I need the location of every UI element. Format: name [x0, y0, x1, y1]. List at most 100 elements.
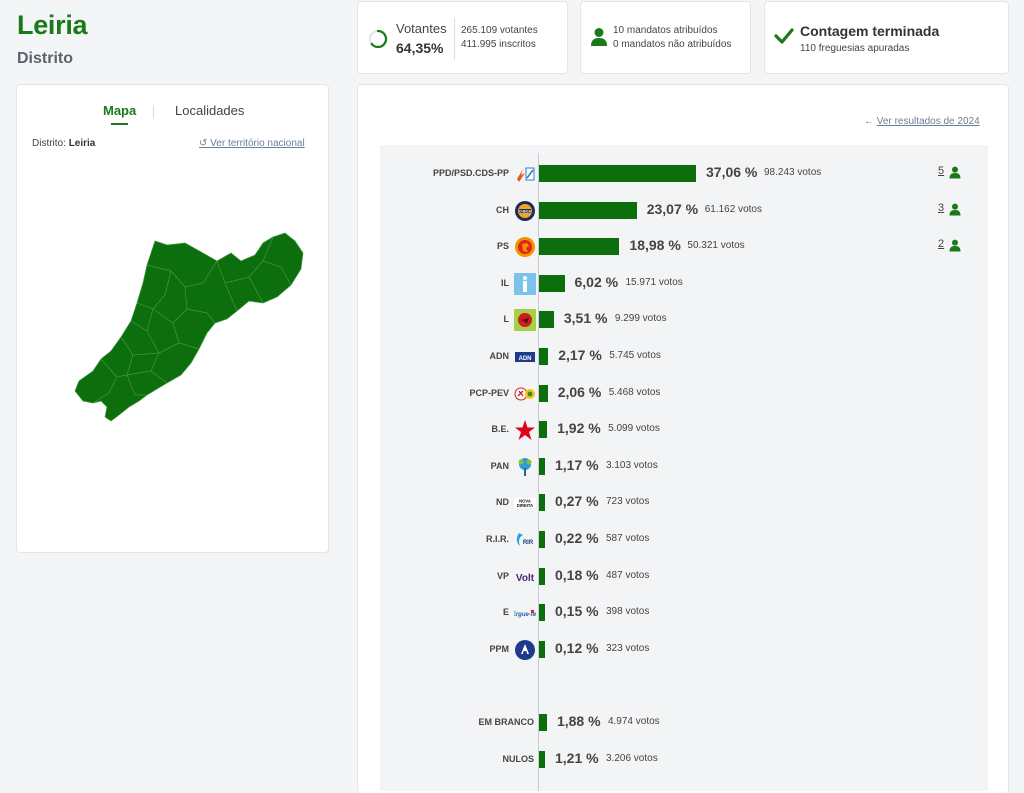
vote-bar [539, 494, 545, 512]
map-municipality-borders [92, 236, 292, 404]
volt-logo: Volt [514, 566, 536, 588]
vote-percentage: 1,21 % [555, 749, 599, 766]
party-row: EM BRANCO 1,88 % 4.974 votos [380, 709, 988, 739]
previous-results-link[interactable]: ← Ver resultados de 2024 [864, 116, 980, 127]
vote-count: 398 votos [606, 606, 650, 618]
results-chart: PPD/PSD.CDS-PP 37,06 % 98.243 votos 5 CH CHEG… [380, 145, 988, 791]
vote-bar [539, 567, 545, 585]
party-name: R.I.R. [485, 534, 509, 544]
person-icon [949, 203, 961, 216]
vote-count: 323 votos [606, 642, 650, 654]
party-row: PS 18,98 % 50.321 votos 2 [380, 233, 988, 263]
party-row: E Ergue-te 0,15 % 398 votos [380, 599, 988, 629]
inscritos-count: 411.995 inscritos [461, 39, 536, 50]
ergue-te-logo: Ergue-te [512, 602, 537, 624]
vote-count: 4.974 votos [607, 716, 660, 727]
vote-percentage: 1,17 % [555, 456, 599, 473]
vote-percentage: 0,12 % [555, 639, 599, 656]
vote-bar [539, 274, 565, 292]
seats-link[interactable]: 2 [938, 238, 945, 251]
vote-percentage: 1,88 % [556, 713, 601, 729]
livre-logo [514, 309, 536, 332]
turnout-card: Votantes 64,35% 265.109 votantes 411.995… [357, 1, 568, 74]
party-name: ADN [489, 351, 510, 361]
party-row: PPM 0,12 % 323 votos [380, 636, 988, 666]
votantes-label: Votantes [396, 21, 447, 36]
count-status-card: Contagem terminada 110 freguesias apurad… [764, 1, 1009, 74]
party-name: NULOS [502, 753, 535, 764]
svg-text:CHEGA: CHEGA [519, 209, 532, 213]
vote-count: 9.299 votos [614, 313, 667, 325]
party-name: CH [496, 204, 509, 215]
adn-logo: ADN [514, 346, 536, 368]
vote-count: 3.206 votos [606, 752, 658, 764]
tab-localidades[interactable]: Localidades [175, 103, 245, 118]
active-tab-indicator [111, 123, 128, 125]
vote-bar [539, 640, 545, 658]
map-panel: Mapa Localidades Distrito: Leiria ↺ Ver … [16, 84, 329, 553]
nova-direita-logo: NOVA DIREITA [514, 492, 536, 514]
party-name: ND [496, 497, 509, 508]
vote-count: 50.321 votos [687, 240, 745, 252]
party-row: IL 6,02 % 15.971 votos [380, 270, 988, 300]
tab-divider [153, 105, 154, 119]
page-title: Leiria [17, 10, 88, 40]
svg-text:RIR: RIR [523, 540, 534, 546]
seats-link[interactable]: 5 [938, 165, 945, 177]
pan-logo [514, 456, 536, 478]
parishes-counted: 110 freguesias apuradas [800, 43, 910, 54]
vote-bar [539, 238, 620, 256]
ppm-logo [514, 639, 536, 661]
party-name: PCP-PEV [469, 387, 509, 398]
vote-percentage: 0,18 % [555, 566, 599, 583]
vote-count: 5.745 votos [609, 350, 661, 361]
district-label: Distrito: [32, 138, 66, 149]
party-name: E [502, 607, 509, 618]
svg-text:NOVA: NOVA [519, 499, 531, 504]
party-row: ND NOVA DIREITA 0,27 % 723 votos [380, 489, 988, 519]
il-logo [514, 272, 536, 295]
party-name: B.E. [491, 424, 509, 435]
district-map[interactable] [67, 231, 307, 441]
party-row: PCP-PEV 2,06 % 5.468 votos [380, 380, 988, 410]
divider [454, 18, 455, 60]
party-row: PAN 1,17 % 3.103 votos [380, 453, 988, 483]
svg-text:Volt: Volt [516, 573, 535, 584]
vote-percentage: 3,51 % [563, 310, 608, 327]
vote-count: 587 votos [606, 533, 650, 544]
party-name: PPD/PSD.CDS-PP [432, 168, 509, 178]
person-icon [949, 166, 961, 179]
chart-axis [538, 153, 539, 791]
previous-results-link-label: Ver resultados de 2024 [876, 116, 980, 127]
vote-percentage: 2,17 % [558, 347, 602, 363]
vote-bar [539, 531, 545, 548]
vote-count: 723 votos [606, 496, 650, 508]
vote-bar [539, 165, 696, 182]
page-subtitle: Distrito [17, 50, 73, 67]
vote-bar [539, 201, 637, 219]
party-row: L 3,51 % 9.299 votos [380, 306, 988, 336]
national-territory-link[interactable]: ↺ Ver território nacional [199, 138, 305, 149]
cdu-logo [514, 383, 536, 405]
be-logo [514, 419, 536, 441]
party-name: IL [501, 277, 509, 288]
vote-count: 5.468 votos [608, 386, 661, 398]
party-row: VP Volt 0,18 % 487 votos [380, 563, 988, 593]
party-name: PPM [489, 643, 509, 654]
rir-logo: RIR [514, 529, 536, 551]
vote-bar [539, 348, 549, 365]
tab-mapa[interactable]: Mapa [103, 103, 137, 118]
vote-percentage: 18,98 % [629, 237, 681, 254]
mandates-unassigned: 0 mandatos não atribuídos [613, 39, 732, 50]
turnout-ring-icon [368, 29, 388, 49]
party-row: B.E. 1,92 % 5.099 votos [380, 416, 988, 446]
vote-percentage: 2,06 % [557, 383, 602, 400]
mandates-assigned: 10 mandatos atribuídos [613, 25, 718, 36]
undo-icon: ↺ [199, 138, 208, 149]
seats-link[interactable]: 3 [938, 201, 945, 214]
party-row: PPD/PSD.CDS-PP 37,06 % 98.243 votos 5 [380, 160, 988, 190]
vote-count: 98.243 votos [764, 167, 822, 178]
svg-text:Ergue-te: Ergue-te [514, 612, 536, 618]
vote-bar [539, 750, 545, 768]
vote-count: 61.162 votos [704, 203, 762, 215]
